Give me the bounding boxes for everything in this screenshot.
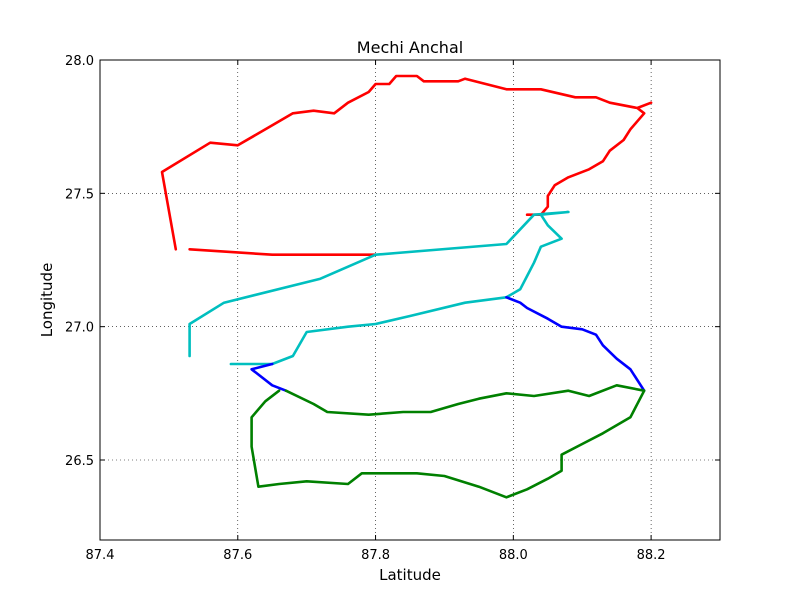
ticks: 87.4 87.6 87.8 88.0 88.2 26.5 27.0 27.5 28.0 [65,54,720,563]
series-line-3 [374,210,570,299]
x-tick-label: 88.2 [637,548,666,563]
y-tick-label: 27.0 [65,321,94,336]
y-axis-label: Longitude [38,263,56,338]
x-tick-label: 88.0 [499,548,528,563]
series-line-6 [505,295,646,393]
plot-frame [99,59,721,541]
series-group [160,74,653,499]
series-line-4 [188,253,377,358]
chart-title: Mechi Anchal [357,38,463,57]
series-line-7 [250,362,288,393]
series-line-5 [229,295,508,366]
x-tick-label: 87.8 [361,548,390,563]
x-axis-label: Latitude [379,566,441,584]
x-tick-label: 87.6 [223,548,252,563]
plot-background [100,60,720,540]
y-tick-label: 27.5 [65,187,94,202]
y-tick-label: 26.5 [65,454,94,469]
series-line-8 [250,383,646,499]
series-line-1 [160,74,653,251]
x-tick-label: 87.4 [86,548,115,563]
y-tick-label: 28.0 [65,54,94,69]
series-line-2 [188,248,377,256]
